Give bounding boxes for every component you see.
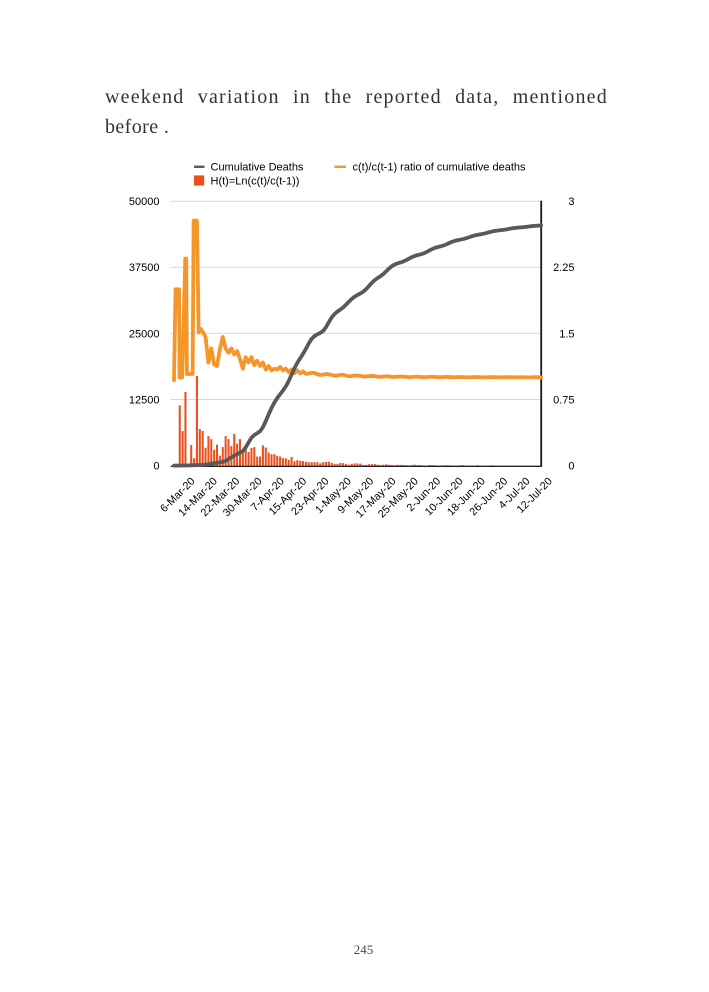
svg-text:25000: 25000 — [129, 328, 160, 340]
svg-text:50000: 50000 — [129, 196, 160, 208]
svg-text:3: 3 — [568, 196, 574, 208]
svg-text:c(t)/c(t-1) ratio of cumulativ: c(t)/c(t-1) ratio of cumulative deaths — [353, 162, 527, 174]
svg-text:37500: 37500 — [129, 262, 160, 274]
svg-text:0.75: 0.75 — [553, 394, 574, 406]
svg-text:0: 0 — [153, 461, 159, 473]
svg-text:0: 0 — [568, 461, 574, 473]
svg-text:1.5: 1.5 — [559, 328, 574, 340]
svg-text:2.25: 2.25 — [553, 262, 574, 274]
svg-text:H(t)=Ln(c(t)/c(t-1)): H(t)=Ln(c(t)/c(t-1)) — [211, 175, 300, 187]
svg-text:Cumulative Deaths: Cumulative Deaths — [211, 162, 304, 174]
svg-text:12500: 12500 — [129, 394, 160, 406]
